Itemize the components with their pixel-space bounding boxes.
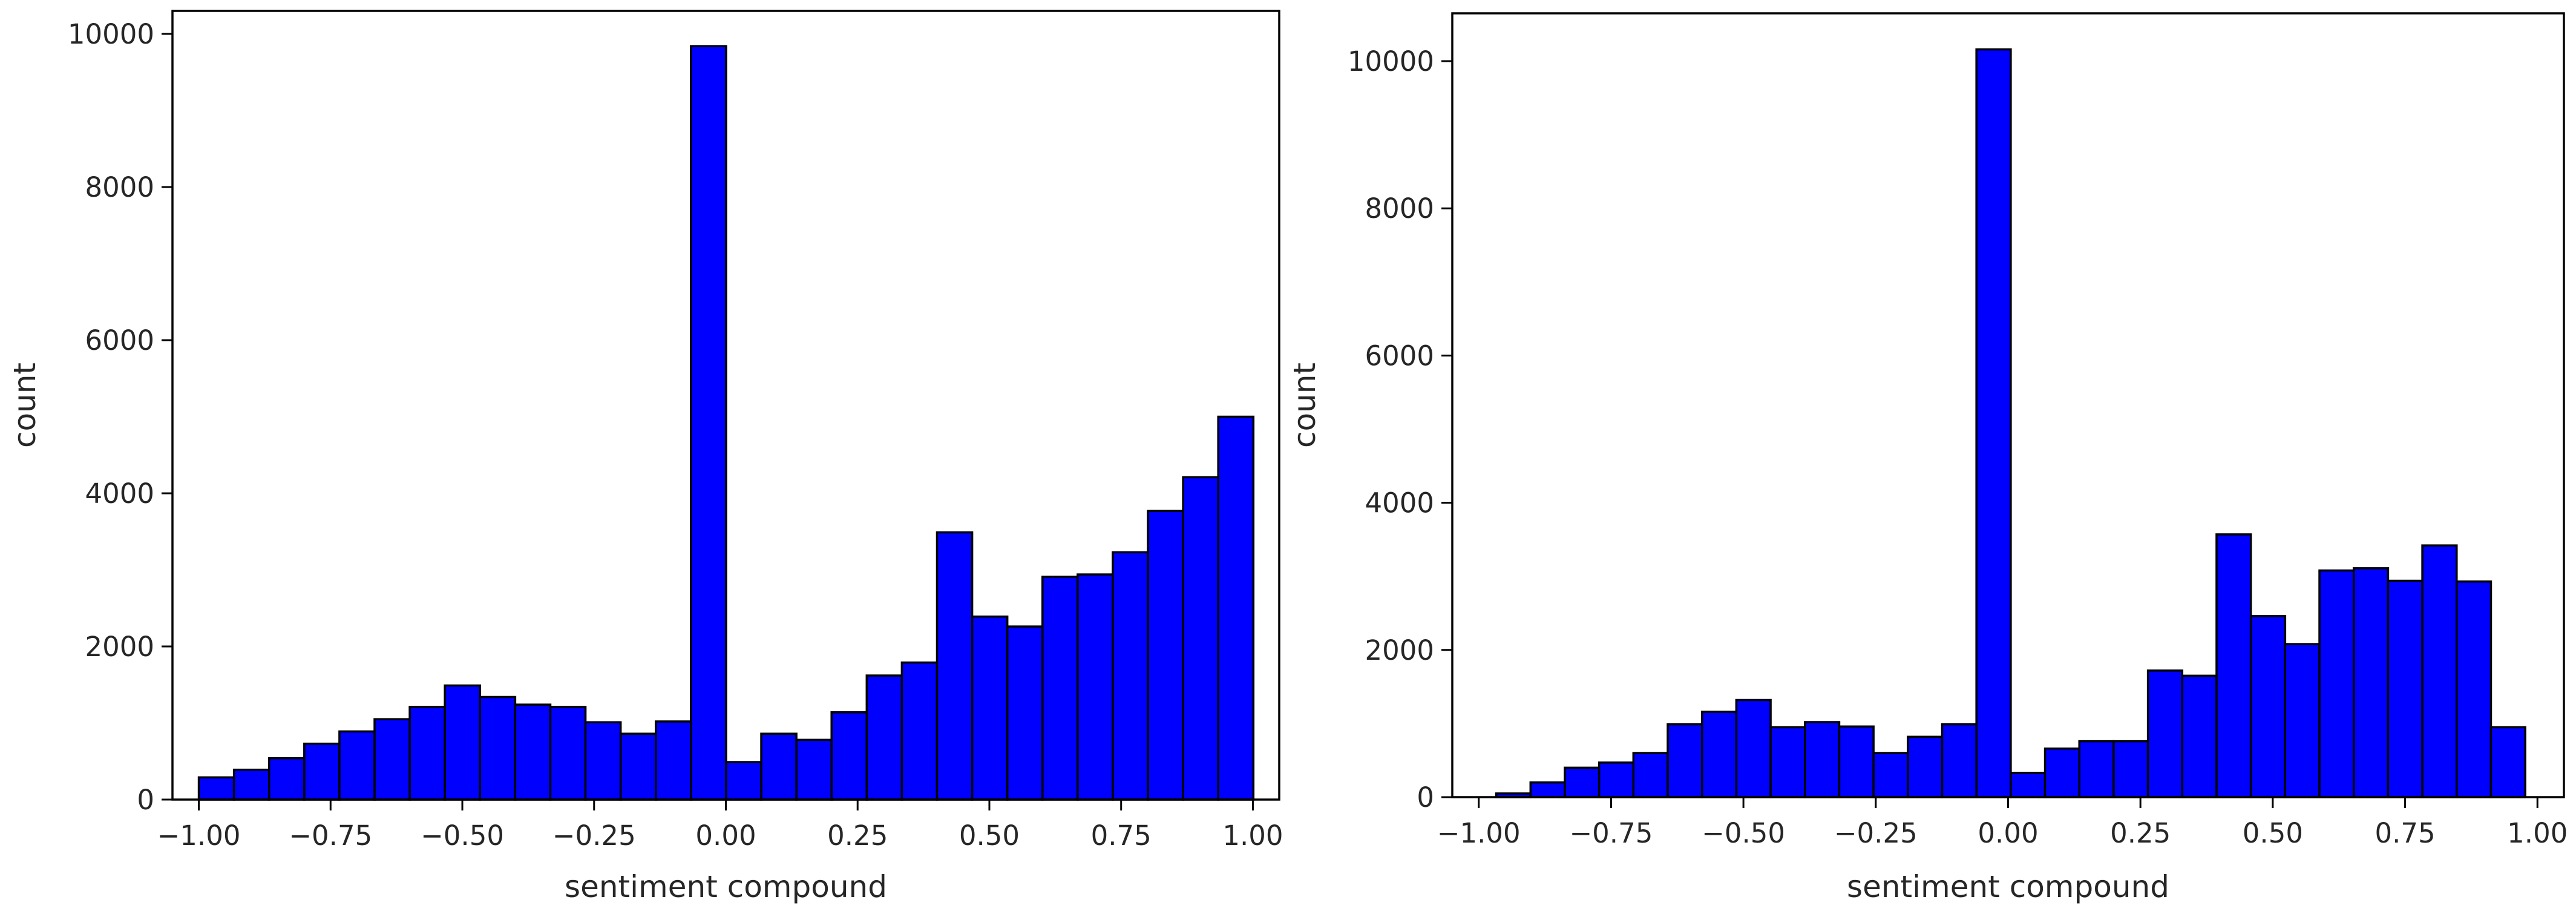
x-tick-label: −0.50 xyxy=(1702,817,1785,849)
histogram-bar xyxy=(725,761,762,801)
histogram-bar xyxy=(338,730,376,801)
histogram-bar xyxy=(444,684,482,801)
histogram-bar xyxy=(2284,643,2321,798)
left-histogram: −1.00 −0.75 −0.50 −0.25 0.00 0.25 0.50 0.75 1.00… xyxy=(7,10,1283,904)
y-tick-label: 6000 xyxy=(85,324,154,357)
histogram-bar xyxy=(1769,726,1806,798)
histogram-bar xyxy=(865,674,903,801)
y-tick-label: 6000 xyxy=(1365,340,1434,372)
x-tick-label: −0.25 xyxy=(552,820,636,852)
histogram-bar xyxy=(2421,544,2458,798)
histogram-bar xyxy=(1735,698,1772,798)
x-tick-label: 0.75 xyxy=(1091,820,1152,852)
x-tick-label: −1.00 xyxy=(1437,817,1521,849)
histogram-bar xyxy=(2387,579,2424,798)
y-axis-label: count xyxy=(1287,363,1322,448)
y-tick-label: 0 xyxy=(1417,781,1434,813)
histogram-bar xyxy=(760,732,798,801)
histogram-bar xyxy=(1941,723,1978,798)
histogram-bar xyxy=(2043,747,2080,798)
y-axis-label: count xyxy=(7,363,42,448)
histogram-bar xyxy=(1182,476,1219,801)
histogram-bar xyxy=(2010,772,2047,798)
histogram-bar xyxy=(1804,721,1841,798)
x-tick-label: 0.50 xyxy=(959,820,1020,852)
histogram-bar xyxy=(2112,740,2149,798)
x-tick-label: 0.50 xyxy=(2243,817,2303,849)
x-tick-label: 0.00 xyxy=(695,820,756,852)
histogram-bar xyxy=(1529,781,1566,798)
x-axis-label: sentiment compound xyxy=(1847,869,2169,904)
x-tick-label: −0.25 xyxy=(1834,817,1918,849)
histogram-bar xyxy=(1564,766,1601,798)
histogram-bar xyxy=(1112,551,1149,801)
histogram-bar xyxy=(584,721,622,801)
histogram-bar xyxy=(1041,576,1079,801)
histogram-bar xyxy=(936,531,974,801)
histogram-bar xyxy=(971,615,1009,801)
histogram-bar xyxy=(655,720,692,801)
y-tick-label: 2000 xyxy=(85,631,154,663)
y-tick-label: 10000 xyxy=(1348,45,1434,77)
histogram-bar xyxy=(1006,625,1044,801)
histogram-bar xyxy=(1907,735,1944,798)
histogram-bar xyxy=(232,768,270,801)
y-tick-label: 0 xyxy=(137,784,154,816)
histogram-bar xyxy=(2078,740,2115,798)
histogram-bar xyxy=(408,706,446,801)
histogram-bar xyxy=(303,742,341,801)
histogram-bar xyxy=(2352,567,2390,798)
histogram-bar xyxy=(1838,725,1875,798)
x-tick-label: 1.00 xyxy=(2507,817,2568,849)
histogram-bar xyxy=(2489,726,2526,798)
x-tick-label: 0.75 xyxy=(2374,817,2435,849)
histogram-bar xyxy=(197,776,235,801)
histogram-bar xyxy=(2318,569,2355,798)
x-tick-label: 0.25 xyxy=(827,820,888,852)
x-tick-label: −0.50 xyxy=(421,820,504,852)
histogram-bar xyxy=(1077,573,1114,801)
histogram-bar xyxy=(1632,752,1669,798)
histogram-bar xyxy=(1700,711,1738,798)
x-axis-label: sentiment compound xyxy=(565,869,887,904)
histogram-bar xyxy=(2249,615,2287,798)
y-tick-label: 4000 xyxy=(85,478,154,510)
histogram-bar xyxy=(514,703,552,801)
right-histogram: −1.00 −0.75 −0.50 −0.25 0.00 0.25 0.50 0.75 1.00… xyxy=(1287,12,2568,904)
histogram-bar xyxy=(830,711,868,801)
x-tick-label: −0.75 xyxy=(289,820,372,852)
histogram-bar xyxy=(1667,723,1703,798)
y-tick-label: 2000 xyxy=(1365,634,1434,666)
x-tick-label: 0.25 xyxy=(2110,817,2171,849)
histogram-bar xyxy=(373,718,411,801)
y-tick-label: 8000 xyxy=(85,171,154,203)
histogram-bar xyxy=(2146,669,2184,798)
x-tick-label: 0.00 xyxy=(1978,817,2038,849)
histogram-bar xyxy=(1217,415,1255,801)
histogram-bar xyxy=(479,695,517,801)
histogram-bar xyxy=(1975,48,2012,798)
x-tick-label: 1.00 xyxy=(1222,820,1283,852)
y-tick-label: 4000 xyxy=(1365,487,1434,519)
y-tick-label: 10000 xyxy=(68,18,154,50)
histogram-bar xyxy=(267,757,306,801)
histogram-bar xyxy=(549,706,587,801)
histogram-bar xyxy=(795,738,833,801)
histogram-bar xyxy=(1872,752,1909,798)
histogram-bar xyxy=(2215,533,2252,798)
y-tick-label: 8000 xyxy=(1365,192,1434,225)
histogram-bar xyxy=(900,661,939,801)
histogram-bar xyxy=(2456,580,2492,798)
x-tick-label: −1.00 xyxy=(157,820,241,852)
histogram-bar xyxy=(619,732,657,801)
x-tick-label: −0.75 xyxy=(1569,817,1653,849)
histogram-bar xyxy=(2181,674,2218,798)
histogram-bar xyxy=(1147,510,1184,801)
histogram-bar xyxy=(1598,761,1635,798)
histogram-bar xyxy=(690,45,727,801)
